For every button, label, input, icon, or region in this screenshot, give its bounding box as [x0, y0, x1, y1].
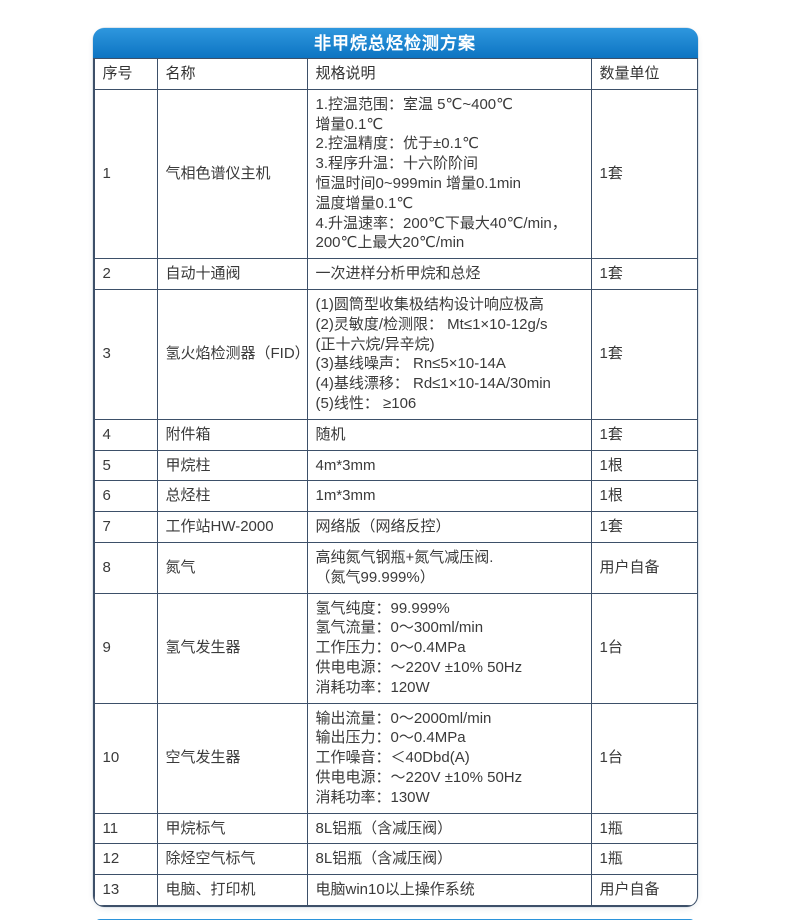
page-title: 非甲烷总烃检测方案: [314, 33, 476, 53]
item-quantity-cell: 1套: [590, 88, 697, 260]
col-header-name: 名称: [156, 58, 308, 90]
header-row: 序号 名称 规格说明 数量单位: [93, 58, 697, 90]
item-name-cell: 氢火焰检测器（FID）: [156, 288, 310, 420]
row-index-cell: 13: [93, 874, 158, 906]
item-name-cell: 附件箱: [156, 418, 308, 451]
item-spec-cell: 8L铝瓶（含减压阀）: [306, 812, 592, 845]
item-quantity-cell: 用户自备: [590, 541, 697, 594]
table-row: 2 自动十通阀 一次进样分析甲烷和总烃 1套: [93, 258, 697, 290]
item-quantity-cell: 1套: [590, 258, 697, 290]
row-index-cell: 11: [93, 812, 158, 845]
item-name-cell: 工作站HW-2000: [156, 511, 308, 543]
row-index-cell: 2: [93, 258, 158, 290]
next-section-banner-edge: [95, 918, 695, 920]
item-spec-cell: 8L铝瓶（含减压阀）: [306, 843, 592, 876]
item-quantity-cell: 1套: [590, 511, 697, 543]
table-frame: 序号 名称 规格说明 数量单位 1 气相色谱仪主机 1.控温范围：室温 5℃~4…: [92, 58, 698, 907]
item-quantity-cell: 用户自备: [590, 874, 697, 906]
table-body: 1 气相色谱仪主机 1.控温范围：室温 5℃~400℃ 增量0.1℃ 2.控温精…: [93, 88, 697, 906]
item-quantity-cell: 1瓶: [590, 843, 697, 876]
table-row: 8 氮气 高纯氮气钢瓶+氮气减压阀. （氮气99.999%） 用户自备: [93, 541, 697, 594]
item-quantity-cell: 1台: [590, 592, 697, 704]
item-name-cell: 甲烷柱: [156, 449, 308, 482]
table-row: 7 工作站HW-2000 网络版（网络反控） 1套: [93, 511, 697, 543]
item-spec-cell: 电脑win10以上操作系统: [306, 874, 592, 906]
item-name-cell: 总烃柱: [156, 480, 308, 513]
item-quantity-cell: 1套: [590, 288, 697, 420]
table-row: 9 氢气发生器 氢气纯度：99.999% 氢气流量：0～300ml/min 工作…: [93, 592, 697, 704]
row-index-cell: 12: [93, 843, 158, 876]
item-quantity-cell: 1台: [590, 702, 697, 814]
row-index-cell: 1: [93, 88, 158, 260]
row-index-cell: 4: [93, 418, 158, 451]
row-index-cell: 9: [93, 592, 158, 704]
spec-sheet-card: 非甲烷总烃检测方案 序号 名称 规格说明 数量单位 1 气相色谱仪主机 1.控温…: [92, 28, 698, 907]
row-index-cell: 7: [93, 511, 158, 543]
table-row: 5 甲烷柱 4m*3mm 1根: [93, 449, 697, 482]
item-spec-cell: 4m*3mm: [306, 449, 592, 482]
item-name-cell: 氮气: [156, 541, 308, 594]
item-name-cell: 甲烷标气: [156, 812, 308, 845]
col-header-spec: 规格说明: [306, 58, 592, 90]
item-quantity-cell: 1套: [590, 418, 697, 451]
item-name-cell: 气相色谱仪主机: [156, 88, 308, 260]
table-row: 1 气相色谱仪主机 1.控温范围：室温 5℃~400℃ 增量0.1℃ 2.控温精…: [93, 88, 697, 260]
col-header-quantity: 数量单位: [590, 58, 697, 90]
item-name-cell: 自动十通阀: [156, 258, 308, 290]
spec-table: 序号 名称 规格说明 数量单位 1 气相色谱仪主机 1.控温范围：室温 5℃~4…: [93, 58, 697, 906]
item-spec-cell: 高纯氮气钢瓶+氮气减压阀. （氮气99.999%）: [306, 541, 592, 594]
table-row: 3 氢火焰检测器（FID） (1)圆筒型收集极结构设计响应极高 (2)灵敏度/检…: [93, 288, 697, 420]
row-index-cell: 10: [93, 702, 158, 814]
row-index-cell: 5: [93, 449, 158, 482]
item-name-cell: 电脑、打印机: [156, 874, 308, 906]
table-row: 12 除烃空气标气 8L铝瓶（含减压阀） 1瓶: [93, 843, 697, 876]
col-header-index: 序号: [93, 58, 158, 90]
table-row: 6 总烃柱 1m*3mm 1根: [93, 480, 697, 513]
item-spec-cell: 1.控温范围：室温 5℃~400℃ 增量0.1℃ 2.控温精度：优于±0.1℃ …: [306, 88, 592, 260]
item-quantity-cell: 1根: [590, 449, 697, 482]
item-spec-cell: 网络版（网络反控）: [306, 511, 592, 543]
item-name-cell: 除烃空气标气: [156, 843, 308, 876]
row-index-cell: 8: [93, 541, 158, 594]
item-spec-cell: 一次进样分析甲烷和总烃: [306, 258, 592, 290]
table-row: 13 电脑、打印机 电脑win10以上操作系统 用户自备: [93, 874, 697, 906]
table-row: 4 附件箱 随机 1套: [93, 418, 697, 451]
item-spec-cell: 1m*3mm: [306, 480, 592, 513]
item-spec-cell: (1)圆筒型收集极结构设计响应极高 (2)灵敏度/检测限： Mt≤1×10-12…: [306, 288, 592, 420]
item-spec-cell: 氢气纯度：99.999% 氢气流量：0～300ml/min 工作压力：0～0.4…: [306, 592, 592, 704]
row-index-cell: 6: [93, 480, 158, 513]
title-banner: 非甲烷总烃检测方案: [92, 28, 698, 58]
item-spec-cell: 输出流量：0～2000ml/min 输出压力：0～0.4MPa 工作噪音：＜40…: [306, 702, 592, 814]
item-quantity-cell: 1根: [590, 480, 697, 513]
table-row: 11 甲烷标气 8L铝瓶（含减压阀） 1瓶: [93, 812, 697, 845]
item-name-cell: 空气发生器: [156, 702, 308, 814]
table-row: 10 空气发生器 输出流量：0～2000ml/min 输出压力：0～0.4MPa…: [93, 702, 697, 814]
item-name-cell: 氢气发生器: [156, 592, 308, 704]
item-spec-cell: 随机: [306, 418, 592, 451]
item-quantity-cell: 1瓶: [590, 812, 697, 845]
row-index-cell: 3: [93, 288, 158, 420]
